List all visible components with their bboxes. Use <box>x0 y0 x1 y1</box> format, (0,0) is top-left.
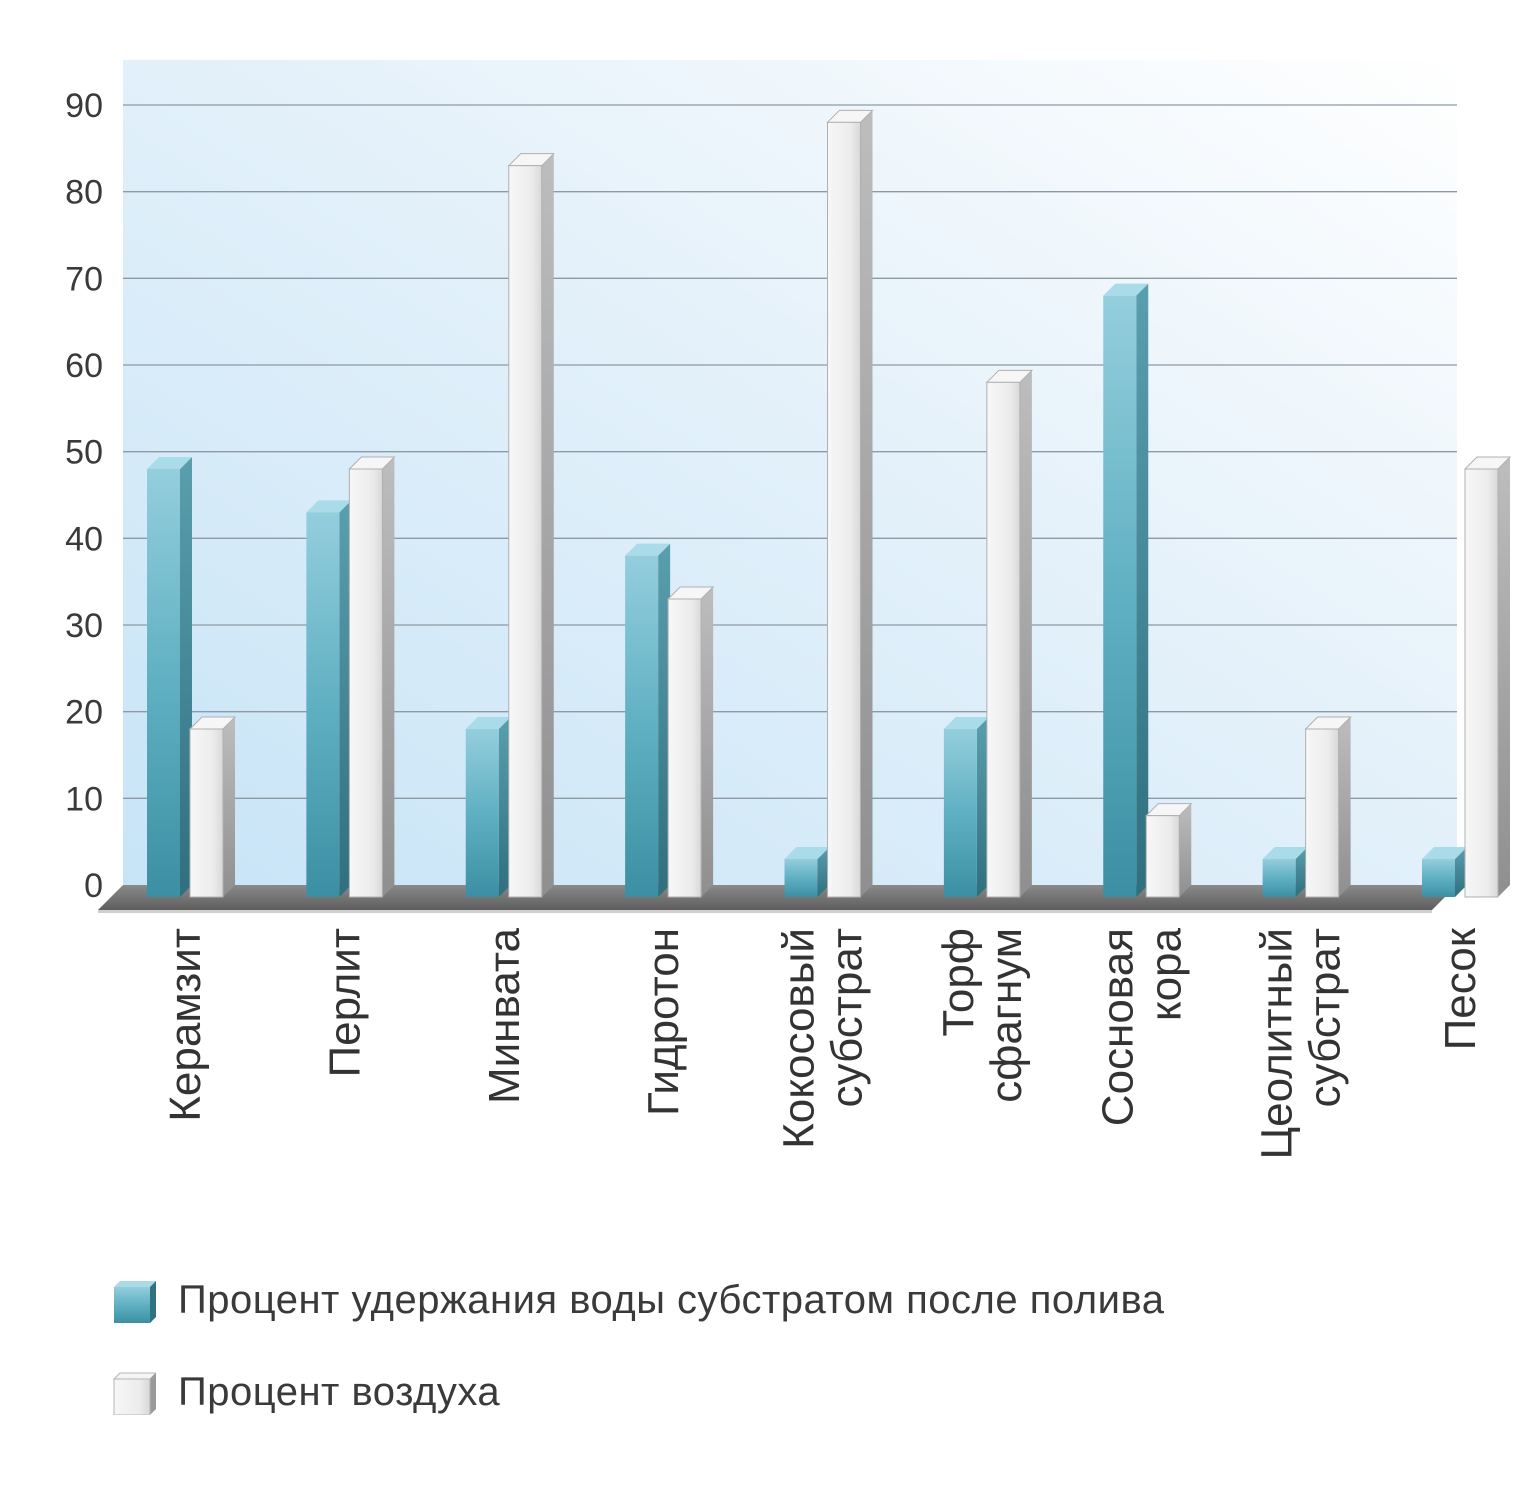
legend: Процент удержания воды субстратом после … <box>110 1270 1165 1454</box>
bar-s1 <box>1145 815 1180 898</box>
y-tick-label: 0 <box>84 867 103 905</box>
bar-side-s1 <box>701 587 714 897</box>
bar-s0 <box>465 729 499 897</box>
bar-top-s0 <box>784 847 830 859</box>
bar-side-s0 <box>658 543 671 897</box>
x-tick-label: субстрат <box>1301 928 1350 1107</box>
bar-side-s1 <box>223 717 235 897</box>
bar-s1 <box>827 121 861 898</box>
bar-side-s1 <box>1019 370 1032 897</box>
bar-s0 <box>1103 295 1137 898</box>
y-tick-label: 80 <box>65 174 103 212</box>
legend-label-water: Процент удержания воды субстратом после … <box>178 1277 1165 1322</box>
bar-s1 <box>348 468 383 898</box>
bar-side-s0 <box>817 847 830 897</box>
bar-s0 <box>1422 859 1455 897</box>
bar-side-s0 <box>1136 283 1149 898</box>
bar-side-s0 <box>976 717 989 897</box>
y-tick-label: 40 <box>65 520 103 558</box>
bar-s1 <box>667 598 702 898</box>
y-tick-label: 60 <box>65 347 103 385</box>
chart: 0 10 20 30 40 50 60 70 80 90 Керамзит Перлит Минвата… <box>65 60 1512 1159</box>
x-tick-label: Песок <box>1436 927 1485 1050</box>
bar-s1 <box>1464 468 1499 898</box>
bar-side-s0 <box>339 500 352 897</box>
bar-side-s1 <box>1338 717 1351 897</box>
bar-side-s0 <box>1295 847 1308 897</box>
bar-side-s1 <box>1179 803 1192 897</box>
y-tick-label: 30 <box>65 607 103 645</box>
y-tick-label: 10 <box>65 780 103 818</box>
bar-top-s0 <box>1103 283 1149 296</box>
y-tick-label: 20 <box>65 694 103 732</box>
legend-swatch-water <box>114 1281 156 1323</box>
legend-swatch-air <box>112 1372 156 1415</box>
x-tick-label: Минвата <box>480 927 529 1104</box>
x-tick-label: Керамзит <box>161 928 210 1122</box>
bar-s1 <box>986 381 1021 898</box>
bar-top-s0 <box>306 500 352 513</box>
legend-label-air: Процент воздуха <box>178 1369 501 1414</box>
legend-item-water: Процент удержания воды субстратом после … <box>110 1270 1165 1330</box>
x-tick-label: Сосновая <box>1093 928 1142 1126</box>
bar-s1 <box>189 728 224 898</box>
bar-s0 <box>306 512 340 897</box>
x-tick-label: Торф <box>934 928 983 1037</box>
bar-s0 <box>943 729 977 897</box>
bar-top-s0 <box>943 717 989 729</box>
bar-side-s0 <box>180 457 192 897</box>
legend-item-air: Процент воздуха <box>110 1362 1165 1422</box>
x-tick-label: Перлит <box>320 928 369 1077</box>
x-tick-label: Гидротон <box>639 928 688 1116</box>
bar-s0 <box>147 469 180 897</box>
x-tick-label: субстрат <box>823 928 872 1107</box>
bar-top-s0 <box>465 717 511 729</box>
bar-s0 <box>625 555 659 897</box>
chart-floor-edge <box>98 910 1432 913</box>
x-tick-label: кора <box>1141 927 1190 1021</box>
bar-s1 <box>1305 728 1340 898</box>
y-tick-label: 50 <box>65 434 103 472</box>
bar-top-s0 <box>1262 847 1308 859</box>
plot-area: 0 10 20 30 40 50 60 70 80 90 Керамзит Перлит Минвата… <box>65 60 1512 1159</box>
bar-top-s0 <box>1422 847 1467 859</box>
x-tick-label: Цеолитный <box>1253 928 1302 1159</box>
bar-side-s1 <box>382 457 395 897</box>
bar-s0 <box>1262 859 1296 897</box>
chart-floor <box>98 885 1457 910</box>
bar-top-s0 <box>625 543 671 556</box>
bar-side-s1 <box>860 110 873 898</box>
bar-s0 <box>784 859 818 897</box>
bar-side-s0 <box>498 717 511 897</box>
bar-s1 <box>508 165 543 898</box>
y-tick-label: 90 <box>65 87 103 125</box>
x-tick-label: Кокосовый <box>775 928 824 1149</box>
y-tick-label: 70 <box>65 260 103 298</box>
bar-top-s0 <box>147 457 192 469</box>
bar-side-s0 <box>1455 847 1467 897</box>
bar-side-s1 <box>1498 457 1510 897</box>
x-tick-label: сфагнум <box>982 928 1031 1103</box>
bar-side-s1 <box>541 153 554 897</box>
